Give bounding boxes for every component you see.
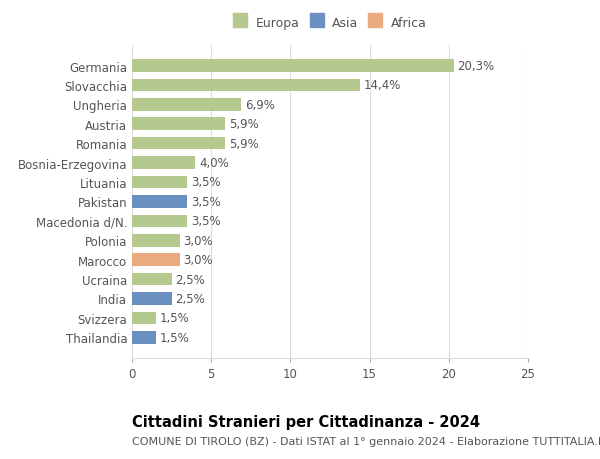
Legend: Europa, Asia, Africa: Europa, Asia, Africa: [228, 11, 432, 34]
Text: 3,5%: 3,5%: [191, 176, 221, 189]
Bar: [132, 331, 156, 344]
Bar: [132, 254, 179, 266]
Text: 5,9%: 5,9%: [229, 118, 259, 131]
Text: 20,3%: 20,3%: [458, 60, 494, 73]
Text: 14,4%: 14,4%: [364, 79, 401, 92]
Text: 5,9%: 5,9%: [229, 137, 259, 151]
Text: 6,9%: 6,9%: [245, 99, 275, 112]
Text: 4,0%: 4,0%: [199, 157, 229, 170]
Text: 1,5%: 1,5%: [160, 331, 190, 344]
Text: COMUNE DI TIROLO (BZ) - Dati ISTAT al 1° gennaio 2024 - Elaborazione TUTTITALIA.: COMUNE DI TIROLO (BZ) - Dati ISTAT al 1°…: [132, 436, 600, 446]
Bar: [132, 157, 196, 169]
Bar: [132, 79, 360, 92]
Bar: [132, 196, 187, 208]
Text: 3,0%: 3,0%: [184, 253, 213, 267]
Bar: [132, 118, 226, 131]
Text: 3,5%: 3,5%: [191, 196, 221, 208]
Text: 3,0%: 3,0%: [184, 234, 213, 247]
Bar: [132, 215, 187, 228]
Text: Cittadini Stranieri per Cittadinanza - 2024: Cittadini Stranieri per Cittadinanza - 2…: [132, 414, 480, 429]
Bar: [132, 176, 187, 189]
Text: 2,5%: 2,5%: [176, 292, 205, 305]
Text: 1,5%: 1,5%: [160, 312, 190, 325]
Bar: [132, 138, 226, 150]
Text: 3,5%: 3,5%: [191, 215, 221, 228]
Bar: [132, 235, 179, 247]
Bar: [132, 312, 156, 325]
Bar: [132, 292, 172, 305]
Bar: [132, 60, 454, 73]
Bar: [132, 99, 241, 112]
Bar: [132, 273, 172, 286]
Text: 2,5%: 2,5%: [176, 273, 205, 286]
